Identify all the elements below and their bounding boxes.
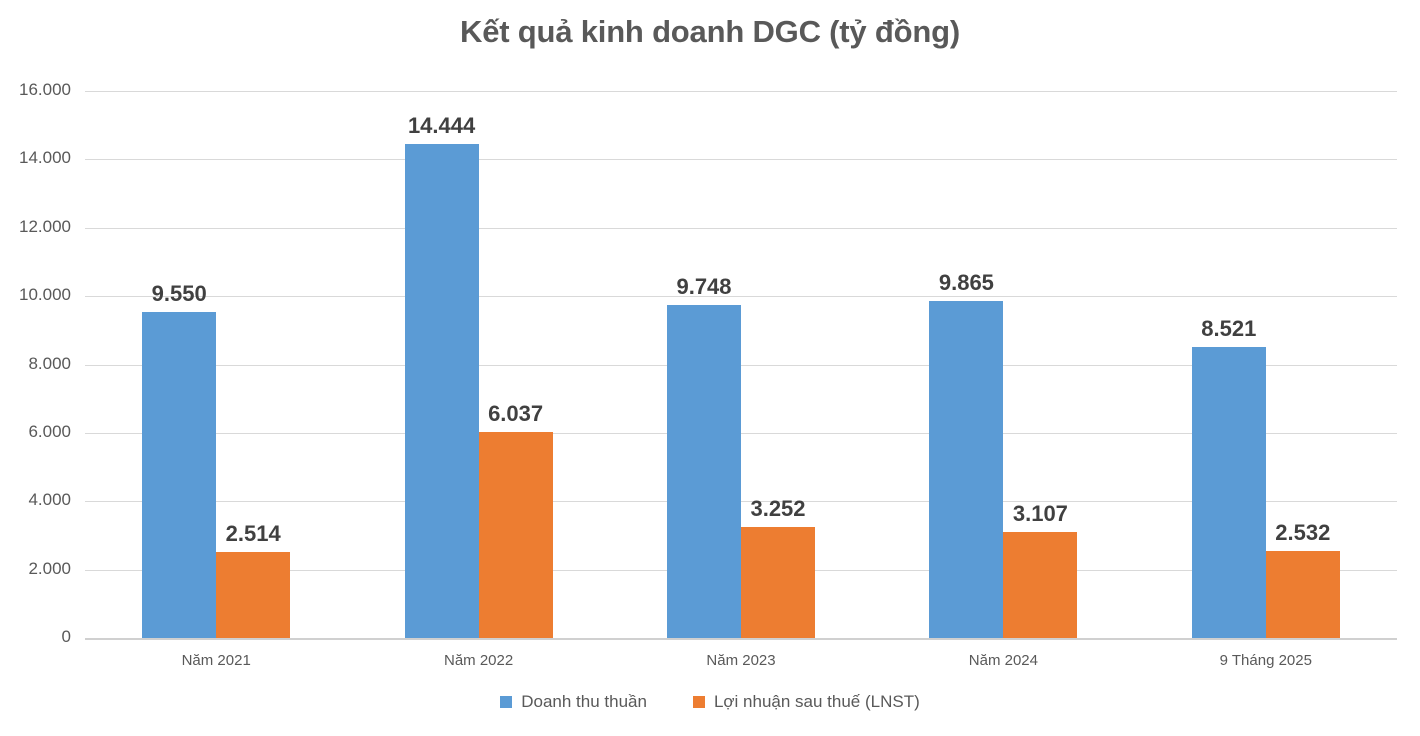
bar-value-label: 9.550 [151,280,207,306]
bar-value-label: 14.444 [407,113,476,139]
legend-swatch-icon [500,696,513,708]
bar-1-4[interactable] [1265,551,1340,638]
legend-label: Lợi nhuận sau thuế (LNST) [713,692,920,711]
y-axis-tick-label: 12.000 [19,216,71,236]
legend-swatch-icon [692,696,705,708]
bar-0-0[interactable] [142,311,217,638]
bar-value-label: 9.748 [676,273,732,299]
bar-value-label: 3.107 [1012,500,1068,526]
bar-value-label: 9.865 [938,269,994,295]
gridline [85,296,1397,298]
chart-title: Kết quả kinh doanh DGC (tỷ đồng) [460,14,960,49]
bar-0-3[interactable] [929,300,1004,638]
y-axis-tick-label: 0 [61,627,71,646]
gridline [85,364,1397,366]
chart-legend: Doanh thu thuần Lợi nhuận sau thuế (LNST) [0,692,1420,712]
legend-label: Doanh thu thuần [521,692,647,711]
x-axis-tick-label: 9 Tháng 2025 [1219,652,1312,669]
bar-1-3[interactable] [1003,531,1078,638]
gridline [85,159,1397,161]
bar-value-label: 2.514 [225,521,281,547]
x-axis-tick-label: Năm 2023 [706,652,776,669]
y-axis-tick-label: 4.000 [28,490,71,510]
bar-0-2[interactable] [667,304,741,638]
y-axis-tick-label: 10.000 [19,285,71,305]
gridline [85,638,1397,640]
bar-1-2[interactable] [741,526,815,638]
gridline [85,91,1397,92]
bar-value-label: 8.521 [1201,315,1257,341]
bar-1-0[interactable] [216,552,291,638]
gridline [85,501,1397,503]
y-axis-tick-label: 14.000 [19,148,71,168]
bar-value-label: 3.252 [750,495,806,521]
x-axis-tick-label: Năm 2021 [181,652,251,669]
bar-1-1[interactable] [478,431,553,638]
bar-value-label: 6.037 [488,400,544,426]
y-axis-tick-label: 2.000 [28,558,71,578]
y-axis-tick-label: 6.000 [28,421,71,441]
legend-item-0[interactable]: Doanh thu thuần [500,692,647,712]
bar-0-4[interactable] [1191,346,1266,638]
bar-value-label: 2.532 [1275,520,1331,546]
y-axis-tick-label: 16.000 [19,80,71,99]
legend-item-1[interactable]: Lợi nhuận sau thuế (LNST) [692,692,920,712]
bar-0-1[interactable] [404,144,479,638]
plot-area: 9.550 2.514 14.444 6.037 9.748 3.252 9.865 3.10… [85,91,1397,640]
gridline [85,227,1397,229]
y-axis-tick-label: 8.000 [28,353,71,373]
gridline [85,432,1397,434]
x-axis-tick-label: Năm 2022 [443,652,514,669]
x-axis-tick-label: Năm 2024 [968,652,1038,669]
